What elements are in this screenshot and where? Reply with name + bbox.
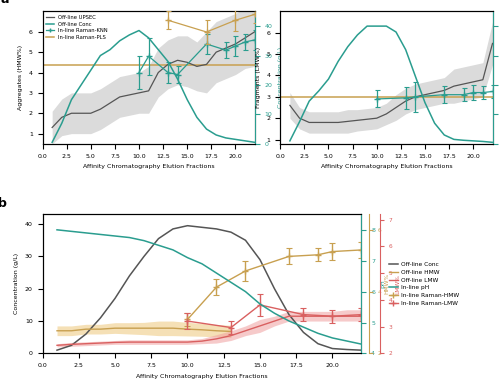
Text: a: a xyxy=(0,0,8,6)
Y-axis label: Concentration (g/L): Concentration (g/L) xyxy=(14,253,20,315)
Y-axis label: Aggregates (HMW%): Aggregates (HMW%) xyxy=(18,45,23,110)
Y-axis label: HMW%: HMW% xyxy=(384,273,390,294)
X-axis label: Affinity Chromatography Elution Fractions: Affinity Chromatography Elution Fraction… xyxy=(320,164,452,169)
Y-axis label: pH: pH xyxy=(380,280,386,288)
Y-axis label: LMW%: LMW% xyxy=(395,274,400,294)
Y-axis label: Concentration (g/L): Concentration (g/L) xyxy=(278,47,283,108)
Y-axis label: HMW%: HMW% xyxy=(0,273,5,294)
X-axis label: Affinity Chromatography Elution Fractions: Affinity Chromatography Elution Fraction… xyxy=(83,164,214,169)
Legend: Off-line UPSEC, Off-line Conc, In-line Raman-KNN, In-line Raman-PLS: Off-line UPSEC, Off-line Conc, In-line R… xyxy=(45,14,108,41)
X-axis label: Affinity Chromatography Elution Fractions: Affinity Chromatography Elution Fraction… xyxy=(136,374,268,379)
Legend: Off-line Conc, Off-line HMW, Off-line LMW, In-line pH, In-line Raman-HMW, In-lin: Off-line Conc, Off-line HMW, Off-line LM… xyxy=(388,261,460,306)
Text: b: b xyxy=(0,198,6,211)
Y-axis label: Fragments (LMW%): Fragments (LMW%) xyxy=(256,47,261,108)
